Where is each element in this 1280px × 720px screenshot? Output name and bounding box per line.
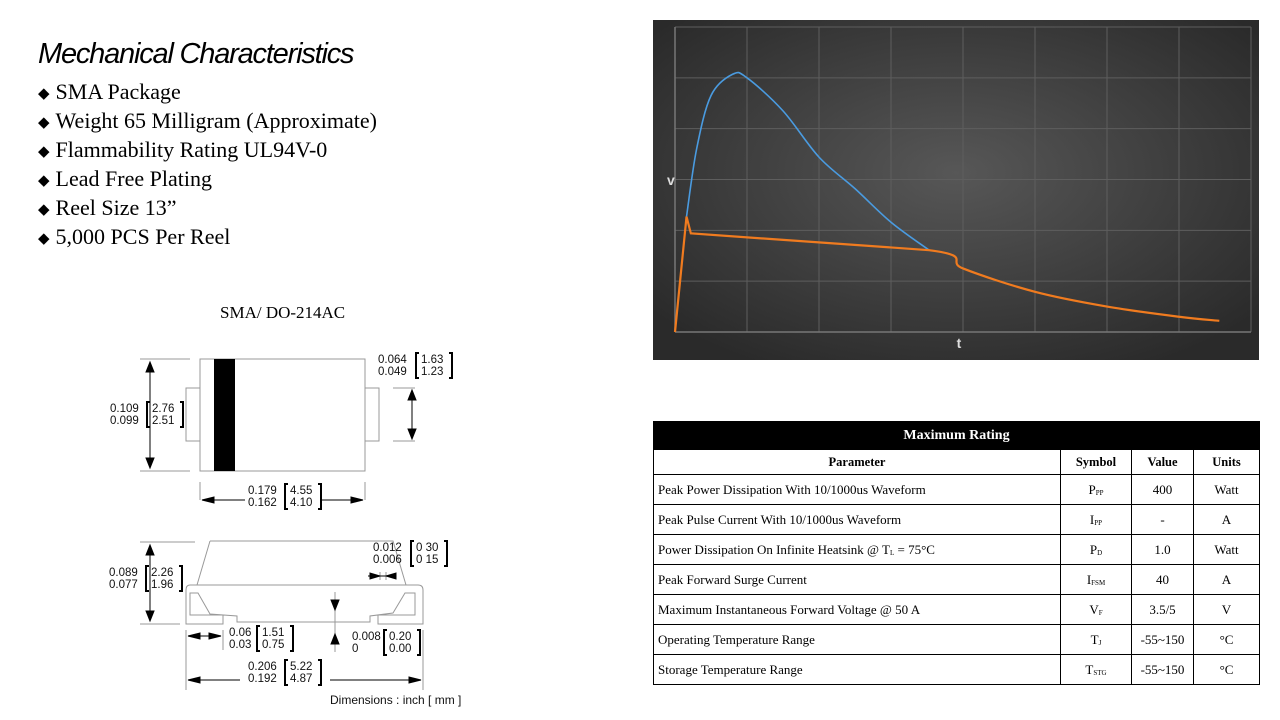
bracket — [383, 629, 421, 656]
maximum-rating-table: Maximum Rating Parameter Symbol Value Un… — [653, 421, 1260, 685]
cell-symbol: TJ — [1060, 624, 1132, 655]
bracket — [284, 659, 322, 686]
col-header-symbol: Symbol — [1060, 449, 1132, 475]
item-text: Reel Size 13” — [55, 195, 177, 220]
mechanical-item: ◆ 5,000 PCS Per Reel — [38, 222, 377, 251]
table-row: Power Dissipation On Infinite Heatsink @… — [653, 534, 1260, 565]
diamond-bullet-icon: ◆ — [38, 202, 50, 218]
cell-units: Watt — [1193, 534, 1260, 565]
dimension-foot-mm: 1.51 0.75 — [262, 627, 284, 651]
cell-symbol: PD — [1060, 534, 1132, 565]
col-header-value: Value — [1131, 449, 1194, 475]
cell-parameter: Maximum Instantaneous Forward Voltage @ … — [653, 594, 1061, 625]
table-row: Peak Pulse Current With 10/1000us Wavefo… — [653, 504, 1260, 535]
table-row: Peak Power Dissipation With 10/1000us Wa… — [653, 474, 1260, 505]
cell-parameter: Peak Pulse Current With 10/1000us Wavefo… — [653, 504, 1061, 535]
table-row: Maximum Instantaneous Forward Voltage @ … — [653, 594, 1260, 625]
chart-background — [653, 20, 1259, 360]
dimension-standoff-mm: 0.20 0.00 — [389, 631, 411, 655]
mechanical-item: ◆ Weight 65 Milligram (Approximate) — [38, 106, 377, 135]
dimension-total-in: 0.206 0.192 — [248, 661, 277, 685]
cell-units: V — [1193, 594, 1260, 625]
dimension-body-l-mm: 4.55 4.10 — [290, 485, 312, 509]
item-text: Weight 65 Milligram (Approximate) — [55, 108, 377, 133]
cell-parameter: Peak Power Dissipation With 10/1000us Wa… — [653, 474, 1061, 505]
col-header-units: Units — [1193, 449, 1260, 475]
dimension-height-in: 0.089 0.077 — [109, 567, 138, 591]
table-row: Operating Temperature Range TJ -55~150 °C — [653, 624, 1260, 655]
dimension-lead-w-in: 0.064 0.049 — [378, 354, 407, 378]
y-axis-label: v — [667, 172, 675, 188]
cell-parameter: Peak Forward Surge Current — [653, 564, 1061, 595]
mechanical-item: ◆ Reel Size 13” — [38, 193, 377, 222]
waveform-chart: v t — [653, 20, 1259, 360]
series-line-0 — [685, 71, 930, 251]
diamond-bullet-icon: ◆ — [38, 86, 50, 102]
dimension-lead-w-mm: 1.63 1.23 — [421, 354, 443, 378]
cell-units: Watt — [1193, 474, 1260, 505]
cell-value: 400 — [1131, 474, 1194, 505]
cell-parameter: Power Dissipation On Infinite Heatsink @… — [653, 534, 1061, 565]
table-row: Peak Forward Surge Current IFSM 40 A — [653, 564, 1260, 595]
bracket — [256, 625, 294, 652]
cell-value: -55~150 — [1131, 624, 1194, 655]
cell-value: - — [1131, 504, 1194, 535]
table-title: Maximum Rating — [653, 421, 1260, 450]
item-text: SMA Package — [55, 79, 181, 104]
dimension-foot-in: 0.06 0.03 — [229, 627, 251, 651]
bracket — [415, 352, 453, 379]
dimension-standoff-in: 0.008 0 — [352, 631, 381, 655]
dimension-body-h-in: 0.109 0.099 — [110, 403, 139, 427]
mechanical-item: ◆ SMA Package — [38, 77, 377, 106]
diamond-bullet-icon: ◆ — [38, 144, 50, 160]
bracket — [146, 401, 184, 428]
cell-parameter: Storage Temperature Range — [653, 654, 1061, 685]
cell-value: 3.5/5 — [1131, 594, 1194, 625]
mechanical-list: ◆ SMA Package ◆ Weight 65 Milligram (Approx… — [38, 77, 377, 251]
cell-units: °C — [1193, 654, 1260, 685]
bracket — [410, 540, 448, 567]
cell-units: A — [1193, 564, 1260, 595]
series-line-1 — [673, 216, 1220, 333]
x-axis-label: t — [957, 335, 962, 351]
dimension-lead-t-in: 0.012 0.006 — [373, 542, 402, 566]
cell-units: °C — [1193, 624, 1260, 655]
dimension-height-mm: 2.26 1.96 — [151, 567, 173, 591]
diamond-bullet-icon: ◆ — [38, 115, 50, 131]
cell-parameter: Operating Temperature Range — [653, 624, 1061, 655]
cell-symbol: PPP — [1060, 474, 1132, 505]
cell-symbol: IPP — [1060, 504, 1132, 535]
mechanical-item: ◆ Lead Free Plating — [38, 164, 377, 193]
table-row: Storage Temperature Range TSTG -55~150 °C — [653, 654, 1260, 685]
bracket — [145, 565, 183, 592]
dimension-body-l-in: 0.179 0.162 — [248, 485, 277, 509]
package-label: SMA/ DO-214AC — [220, 303, 346, 322]
cell-symbol: TSTG — [1060, 654, 1132, 685]
diamond-bullet-icon: ◆ — [38, 231, 50, 247]
cell-units: A — [1193, 504, 1260, 535]
package-dimension-drawing: 0.064 0.049 1.63 1.23 0.109 0.099 2.76 2.51 0.17… — [109, 352, 461, 707]
diamond-bullet-icon: ◆ — [38, 173, 50, 189]
item-text: Lead Free Plating — [55, 166, 212, 191]
dimensions-note: Dimensions : inch [ mm ] — [330, 693, 461, 707]
mechanical-item: ◆ Flammability Rating UL94V-0 — [38, 135, 377, 164]
dimension-body-h-mm: 2.76 2.51 — [152, 403, 174, 427]
bracket — [284, 483, 322, 510]
cell-symbol: VF — [1060, 594, 1132, 625]
cell-value: 40 — [1131, 564, 1194, 595]
cell-symbol: IFSM — [1060, 564, 1132, 595]
col-header-parameter: Parameter — [653, 449, 1061, 475]
section-title: Mechanical Characteristics — [38, 38, 355, 70]
cell-value: -55~150 — [1131, 654, 1194, 685]
item-text: Flammability Rating UL94V-0 — [55, 137, 328, 162]
cell-value: 1.0 — [1131, 534, 1194, 565]
dimension-lead-t-mm: 0 30 0 15 — [416, 542, 438, 566]
dimension-total-mm: 5.22 4.87 — [290, 661, 312, 685]
item-text: 5,000 PCS Per Reel — [55, 224, 231, 249]
